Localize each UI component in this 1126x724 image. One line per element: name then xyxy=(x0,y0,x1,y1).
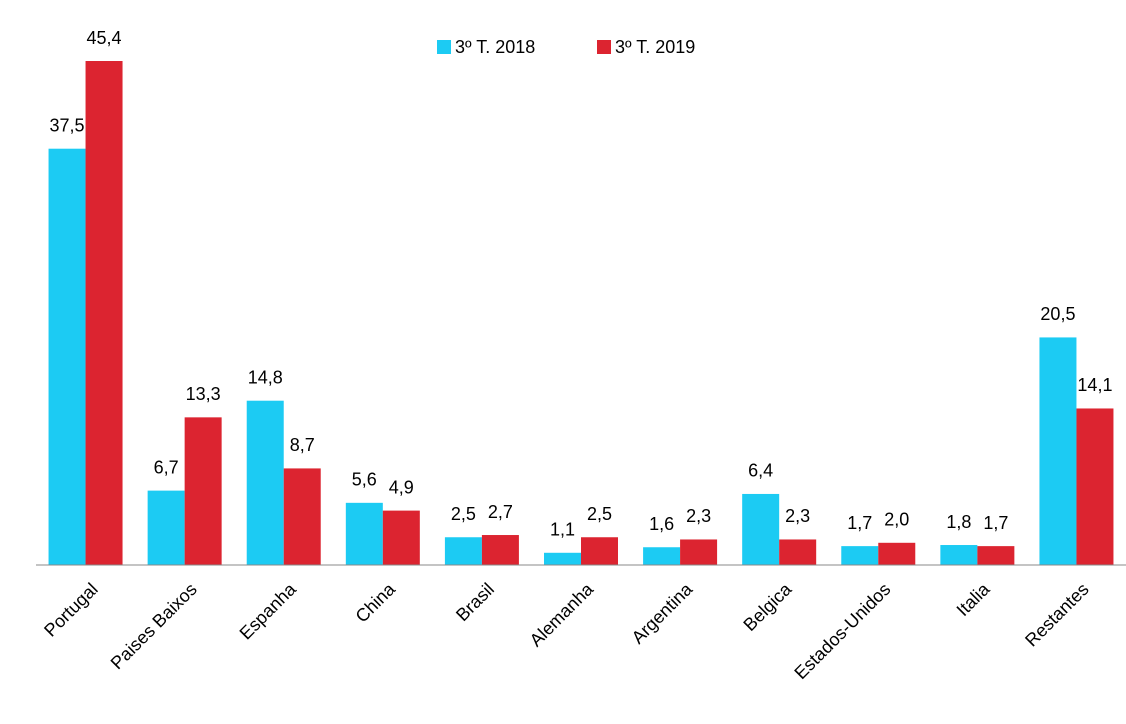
legend-label: 3º T. 2018 xyxy=(455,37,535,57)
bar xyxy=(184,417,222,565)
bar xyxy=(878,542,916,565)
x-tick-label: Argentina xyxy=(628,578,697,647)
data-label: 1,7 xyxy=(847,513,872,533)
bar xyxy=(283,468,321,565)
bar xyxy=(940,545,978,565)
bar xyxy=(1039,337,1077,565)
data-label: 2,7 xyxy=(488,502,513,522)
bar xyxy=(643,547,681,565)
bar xyxy=(680,539,718,565)
data-label: 2,3 xyxy=(785,506,810,526)
x-tick-label: Belgica xyxy=(739,578,796,635)
bar xyxy=(481,535,519,565)
x-tick-label: Portugal xyxy=(40,579,102,641)
bar xyxy=(544,552,581,565)
x-tick-label: Espanha xyxy=(236,578,301,643)
data-label: 1,7 xyxy=(983,513,1008,533)
data-label: 13,3 xyxy=(186,384,221,404)
x-tick-label: Restantes xyxy=(1021,579,1092,650)
data-label: 2,3 xyxy=(686,506,711,526)
legend-label: 3º T. 2019 xyxy=(615,37,695,57)
bar xyxy=(382,510,420,565)
x-tick-label: Brasil xyxy=(452,579,498,625)
legend-swatch xyxy=(437,40,451,54)
bar xyxy=(581,537,618,565)
data-label: 2,5 xyxy=(587,504,612,524)
data-label: 2,0 xyxy=(884,510,909,530)
bar xyxy=(48,148,86,565)
bar xyxy=(85,61,123,565)
x-tick-label: Paises Baixos xyxy=(107,579,201,673)
bar xyxy=(779,539,817,565)
data-label: 45,4 xyxy=(87,28,122,48)
data-label: 20,5 xyxy=(1040,304,1075,324)
data-label: 6,4 xyxy=(748,461,773,481)
data-label: 1,1 xyxy=(550,520,575,540)
x-tick-label: Italia xyxy=(953,578,995,620)
data-label: 37,5 xyxy=(50,115,85,135)
bar xyxy=(742,493,780,565)
x-tick-label: China xyxy=(352,578,400,626)
bar xyxy=(841,546,879,565)
bar xyxy=(147,490,185,565)
data-label: 4,9 xyxy=(389,477,414,497)
data-label: 1,8 xyxy=(946,512,971,532)
data-label: 14,8 xyxy=(248,367,283,387)
bar xyxy=(246,400,284,565)
bar xyxy=(345,502,383,565)
bar xyxy=(977,546,1015,565)
data-label: 2,5 xyxy=(451,504,476,524)
bar xyxy=(1076,408,1114,565)
legend-swatch xyxy=(597,40,611,54)
data-label: 6,7 xyxy=(154,457,179,477)
data-label: 1,6 xyxy=(649,514,674,534)
data-label: 14,1 xyxy=(1077,375,1112,395)
data-label: 5,6 xyxy=(352,470,377,490)
x-tick-label: Estados-Unidos xyxy=(790,579,894,683)
bar xyxy=(444,537,482,565)
data-label: 8,7 xyxy=(290,435,315,455)
x-tick-label: Alemanha xyxy=(526,578,598,650)
